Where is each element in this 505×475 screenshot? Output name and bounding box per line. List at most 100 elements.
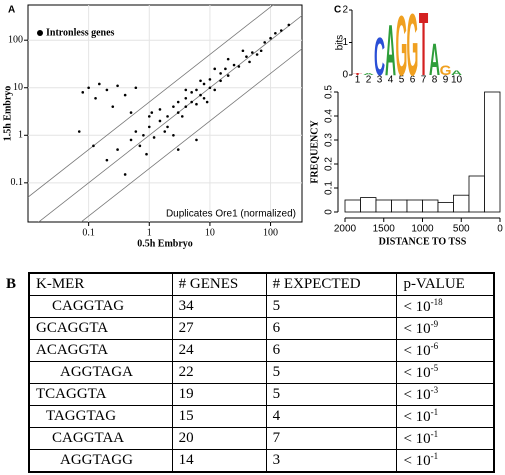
point (213, 88, 217, 92)
point (251, 51, 254, 54)
point (245, 55, 248, 58)
point (77, 130, 81, 133)
p-value-exponent: -1 (430, 407, 439, 417)
point (158, 119, 162, 123)
p-value-base: < 10 (403, 387, 431, 403)
point (202, 96, 206, 100)
point (184, 88, 188, 92)
x-tick-label: 3 (377, 75, 383, 86)
cell: < 10-3 (396, 383, 495, 406)
point (199, 79, 202, 83)
point (274, 31, 277, 35)
cell: < 10-9 (396, 317, 495, 340)
point (92, 144, 95, 148)
cell: 15 (171, 405, 267, 428)
bar (344, 199, 361, 213)
point (176, 100, 180, 104)
cell: 5 (265, 361, 398, 384)
bar (437, 201, 454, 213)
p-value-base: < 10 (403, 299, 431, 315)
reference-line (28, 5, 274, 198)
p-value-exponent: -1 (430, 451, 439, 461)
header-cell: K-MER (28, 272, 173, 296)
point (232, 63, 236, 67)
point (208, 78, 212, 81)
point (111, 105, 115, 108)
logo-letter: T (419, 0, 428, 95)
bar (484, 91, 501, 213)
cell: 19 (171, 383, 267, 406)
point (241, 49, 245, 53)
logo-letter: G (396, 0, 408, 94)
y-tick-label: 100 (8, 34, 23, 45)
p-value-exponent: -6 (430, 341, 439, 351)
row: GCAGGTA 27 6 < 10-9 (28, 317, 495, 340)
p-value-base: < 10 (403, 453, 431, 469)
cell: < 10-5 (396, 361, 495, 384)
cell: TCAGGTA (28, 383, 173, 406)
y-tick-label: 0.1 (324, 181, 335, 195)
cell: 34 (171, 295, 267, 318)
point (176, 111, 180, 114)
point (105, 88, 109, 92)
header-row: K-MER # GENES # EXPECTED p-VALUE (28, 272, 495, 296)
point (263, 41, 266, 44)
point (129, 111, 133, 114)
point (184, 105, 188, 108)
cell: CAGGTAG (28, 295, 173, 318)
bar (375, 199, 392, 213)
point (226, 57, 230, 61)
kmer-table: K-MER # GENES # EXPECTED p-VALUE CAGGTAG 34 5 <… (28, 272, 495, 473)
header-cell: p-VALUE (396, 272, 495, 296)
x-tick-label: 1500 (373, 224, 396, 235)
point (123, 173, 127, 176)
logo-letter: A (429, 36, 440, 86)
p-value-base: < 10 (403, 365, 431, 381)
point (248, 60, 251, 64)
point (259, 49, 263, 53)
cell: 6 (265, 339, 398, 362)
point (166, 115, 169, 118)
p-value-exponent: -9 (430, 319, 439, 329)
point (176, 148, 180, 151)
logo-letter: C (374, 27, 385, 87)
row: ACAGGTA 24 6 < 10-6 (28, 339, 495, 362)
x-tick-label: 10 (205, 227, 215, 238)
point (129, 138, 133, 142)
point (105, 158, 109, 162)
point (219, 72, 222, 75)
point (224, 67, 227, 71)
plot-frame (27, 4, 303, 223)
point (279, 29, 283, 32)
y-tick-label: 1 (342, 37, 348, 48)
x-tick-label: 5 (399, 75, 405, 86)
point (98, 82, 101, 86)
y-tick-label: 1 (18, 130, 23, 141)
point (94, 96, 97, 100)
point (172, 133, 175, 137)
logo-letter: A (451, 69, 463, 77)
panel-label: A (8, 5, 15, 16)
legend-label: Intronless genes (46, 27, 115, 38)
cell: GCAGGTA (28, 317, 173, 340)
cell: 27 (171, 317, 267, 340)
cell: 24 (171, 339, 267, 362)
y-tick-label: 0.2 (324, 157, 335, 171)
point (195, 138, 198, 142)
point (116, 148, 119, 151)
point (134, 130, 138, 133)
point (184, 96, 188, 100)
point (152, 136, 156, 139)
point (237, 65, 241, 68)
cell: < 10-1 (396, 405, 495, 428)
p-value-exponent: -5 (430, 363, 439, 373)
cell: 4 (265, 405, 398, 428)
x-tick-label: 6 (410, 75, 416, 86)
point (166, 125, 169, 129)
y-axis-label: FREQUENCY (309, 120, 320, 184)
cell: < 10-18 (396, 295, 495, 318)
point (134, 86, 138, 90)
point (190, 100, 193, 104)
point (145, 152, 148, 156)
